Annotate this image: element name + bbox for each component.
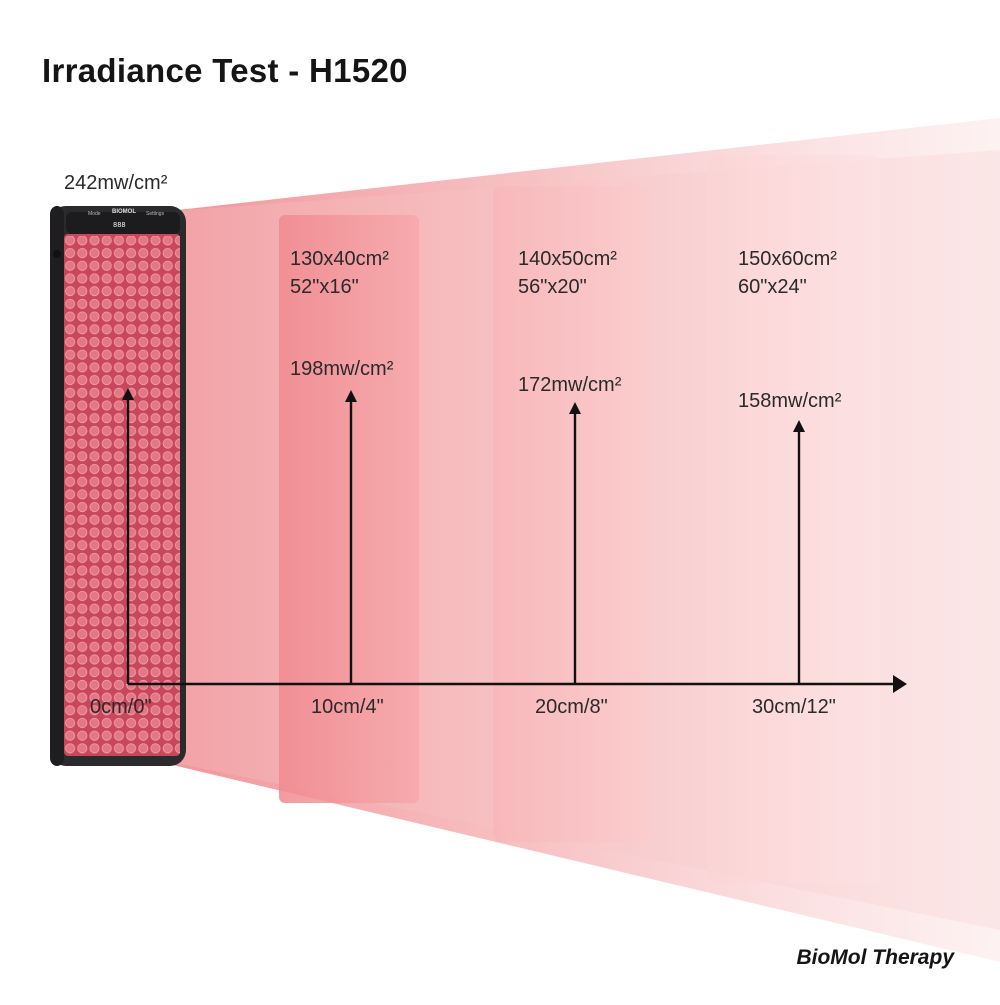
device xyxy=(50,206,186,766)
irradiance-30cm: 158mw/cm² xyxy=(738,390,842,412)
arrow-20cm-head xyxy=(569,402,581,414)
arrow-10cm-head xyxy=(345,390,357,402)
arrow-30cm-head xyxy=(793,420,805,432)
led-grid xyxy=(64,236,180,754)
area-imperial-30cm: 60"x24" xyxy=(738,276,807,298)
arrow-0cm-head xyxy=(122,388,134,400)
panel-10cm xyxy=(279,215,419,803)
device-settings-label: Settings xyxy=(146,211,165,217)
brand-watermark: BioMol Therapy xyxy=(796,946,954,969)
area-imperial-10cm: 52"x16" xyxy=(290,276,359,298)
area-metric-30cm: 150x60cm² xyxy=(738,248,837,270)
distance-0cm: 0cm/0" xyxy=(90,696,152,718)
panel-30cm xyxy=(707,155,880,883)
device-mode-label: Mode xyxy=(88,211,101,217)
irradiance-0cm: 242mw/cm² xyxy=(64,172,168,194)
area-imperial-20cm: 56"x20" xyxy=(518,276,587,298)
control-strip xyxy=(66,212,180,234)
distance-10cm: 10cm/4" xyxy=(311,696,384,718)
distance-20cm: 20cm/8" xyxy=(535,696,608,718)
irradiance-20cm: 172mw/cm² xyxy=(518,374,622,396)
device-display: 888 xyxy=(113,221,126,229)
irradiance-10cm: 198mw/cm² xyxy=(290,358,394,380)
panel-20cm xyxy=(493,186,650,842)
device-side-edge xyxy=(50,206,64,766)
power-knob-icon xyxy=(53,250,61,258)
area-metric-10cm: 130x40cm² xyxy=(290,248,389,270)
page-title: Irradiance Test - H1520 xyxy=(42,52,408,89)
distance-30cm: 30cm/12" xyxy=(752,696,836,718)
area-metric-20cm: 140x50cm² xyxy=(518,248,617,270)
device-logo: BIOMOL xyxy=(112,209,136,215)
x-axis-arrowhead xyxy=(893,675,907,693)
